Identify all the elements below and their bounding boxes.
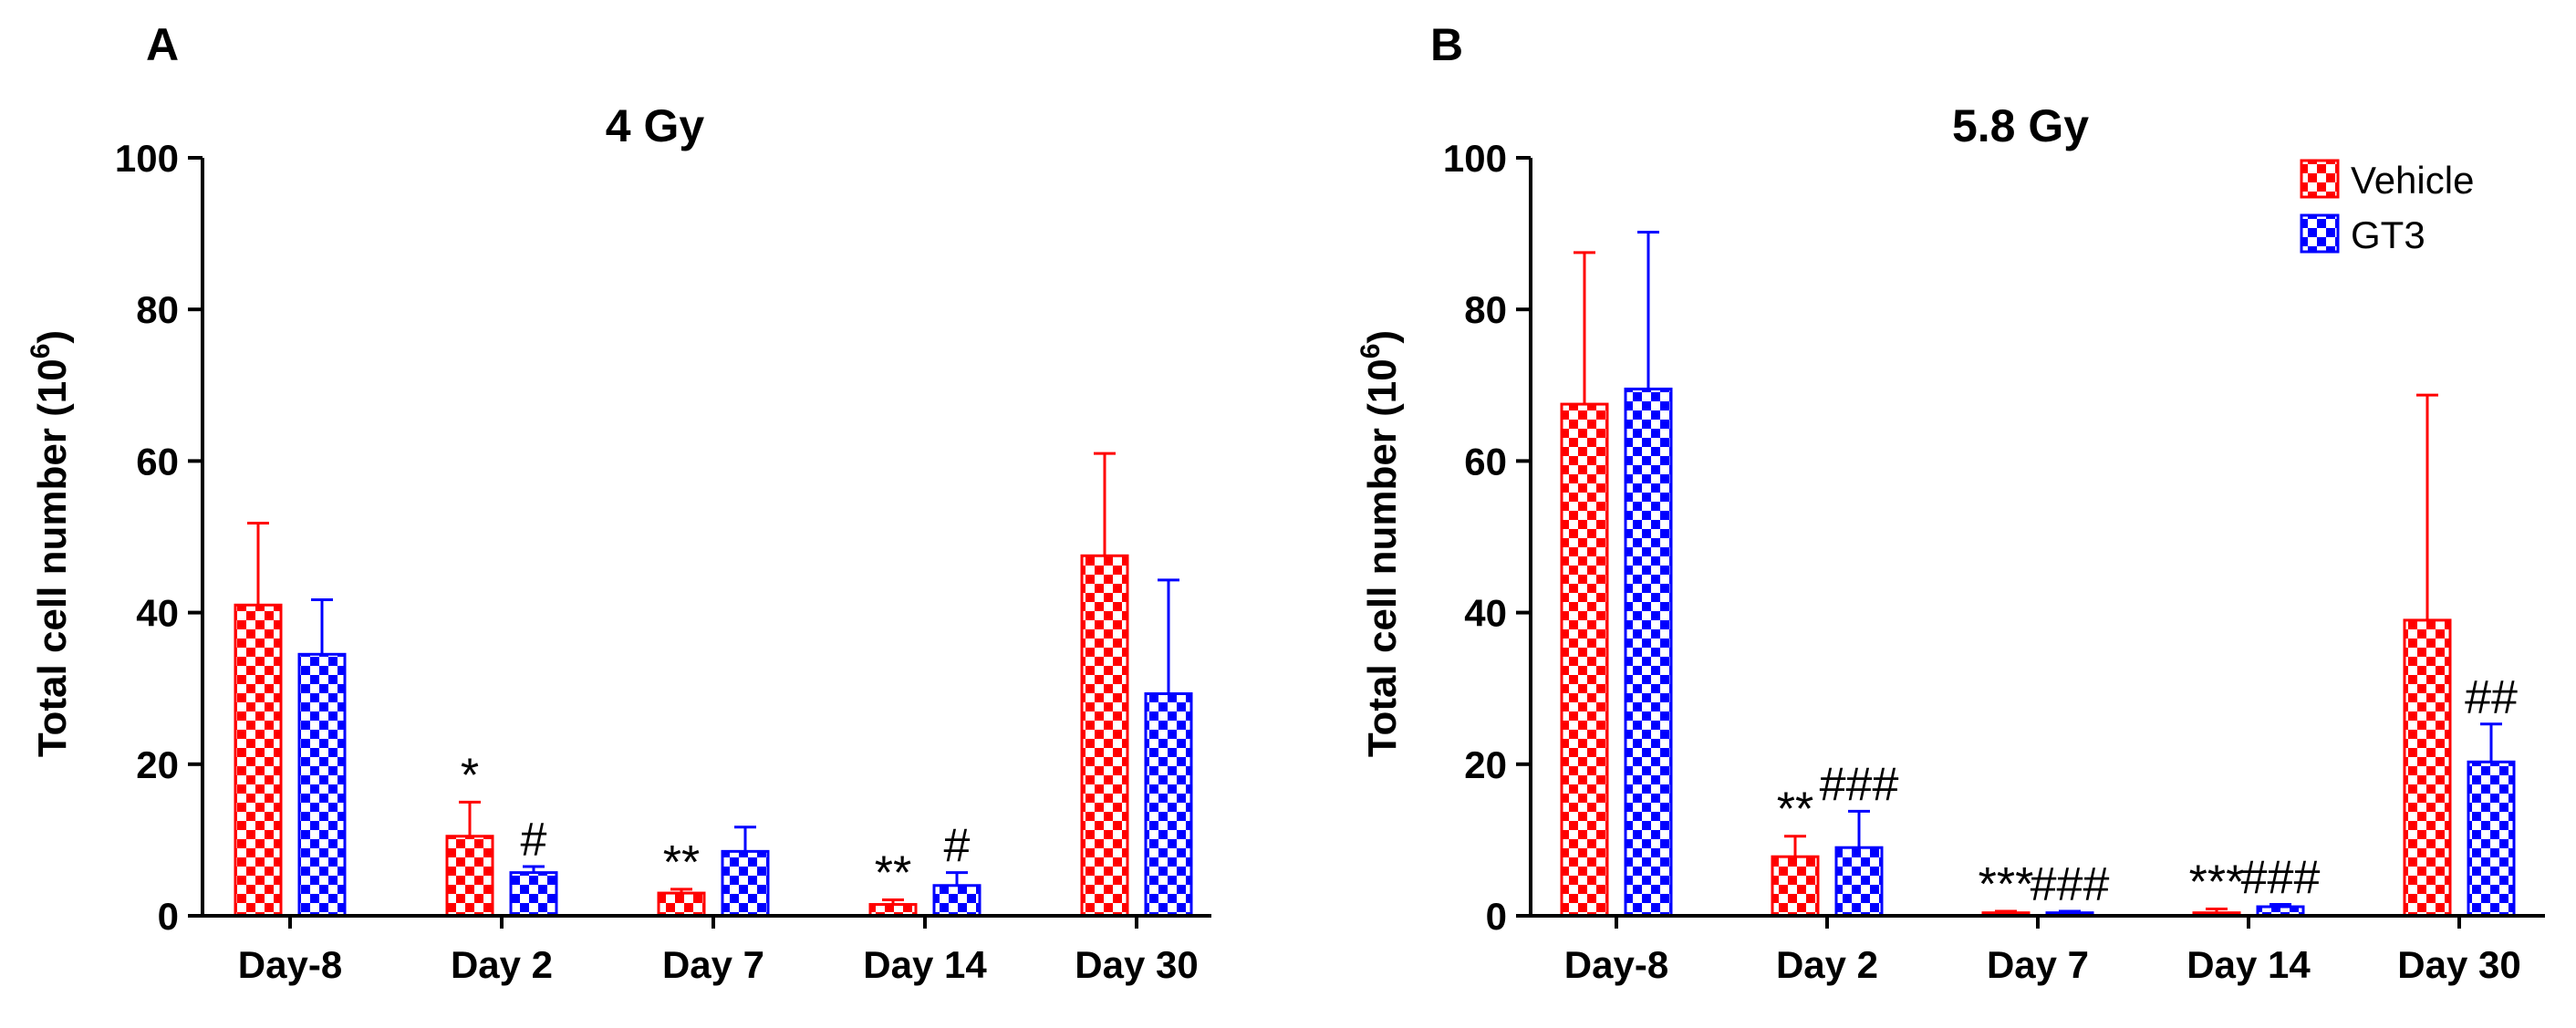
significance-label: ** [663,836,700,889]
legend-swatch-gt3 [2300,213,2340,254]
y-tick-label: 60 [1464,440,1507,483]
error-bar-gt3 [1848,809,1870,848]
y-tick-label: 40 [1464,592,1507,635]
error-bar-vehicle [247,522,269,606]
x-category-label: Day 30 [2397,943,2520,986]
y-tick-label: 80 [136,288,179,331]
significance-label: ## [2465,671,2518,724]
y-tick-label: 60 [136,440,179,483]
y-tick-label: 100 [115,137,179,180]
error-bar-gt3 [1158,578,1179,694]
significance-label: ### [1820,758,1899,811]
y-tick-label: 0 [158,895,179,938]
significance-label: ** [875,847,911,900]
legend-label-gt3: GT3 [2351,213,2425,256]
error-bar-gt3 [734,826,756,852]
x-category-label: Day 7 [1987,943,2089,986]
bar-gt3 [297,652,347,918]
bar-vehicle [445,835,494,918]
significance-label: ### [2031,858,2110,911]
significance-label: *** [2189,857,2245,909]
bar-gt3 [2467,760,2516,918]
x-category-label: Day 2 [451,943,553,986]
error-bar-vehicle [459,800,481,836]
panel-letter: A [146,19,179,70]
y-tick-label: 100 [1443,137,1507,180]
panel-letter: B [1430,19,1463,70]
significance-label: # [521,814,547,867]
x-category-label: Day 7 [662,943,764,986]
bar-gt3 [1834,846,1884,918]
bar-gt3 [721,849,770,918]
chart-title: 5.8 Gy [1952,100,2089,151]
x-category-label: Day 2 [1776,943,1878,986]
error-bar-vehicle [1784,835,1806,857]
significance-label: # [944,820,971,873]
y-tick-label: 40 [136,592,179,635]
bar-vehicle [2403,618,2452,918]
significance-label: *** [1979,858,2034,911]
error-bar-gt3 [946,871,968,886]
x-category-label: Day-8 [238,943,342,986]
legend-swatch-vehicle [2300,159,2340,199]
bar-gt3 [509,871,558,918]
bar-vehicle [1080,554,1129,918]
significance-label: ### [2241,852,2321,905]
error-bar-vehicle [1574,251,1595,405]
x-category-label: Day 14 [2186,943,2311,986]
error-bar-vehicle [1094,452,1116,556]
panel-a: A 4 Gy Total cell number (106) *** **# #02… [26,19,1211,986]
error-bar-vehicle [2416,393,2438,620]
y-axis-title: Total cell number (106) [26,330,75,757]
significance-label: ** [1777,784,1813,836]
legend: Vehicle GT3 [2300,159,2474,256]
chart-title: 4 Gy [606,100,705,151]
x-category-label: Day 30 [1075,943,1198,986]
y-axis-title: Total cell number (106) [1356,330,1405,757]
error-bar-gt3 [2480,722,2502,763]
y-tick-label: 0 [1486,895,1507,938]
legend-label-vehicle: Vehicle [2351,159,2474,202]
bar-vehicle [1560,402,1609,918]
y-tick-label: 80 [1464,288,1507,331]
y-tick-label: 20 [1464,743,1507,786]
bar-gt3 [932,884,982,918]
y-tick-label: 20 [136,743,179,786]
error-bar-gt3 [1637,230,1659,389]
panel-b: B 5.8 Gy Total cell number (106) ***** **… [1356,19,2545,986]
significance-label: * [461,749,479,802]
bar-vehicle [1771,855,1820,918]
bar-vehicle [657,891,706,918]
x-category-label: Day-8 [1564,943,1668,986]
bar-gt3 [1144,692,1193,918]
bar-gt3 [1624,387,1673,918]
error-bar-gt3 [311,597,333,655]
bar-vehicle [234,603,283,918]
x-category-label: Day 14 [863,943,987,986]
